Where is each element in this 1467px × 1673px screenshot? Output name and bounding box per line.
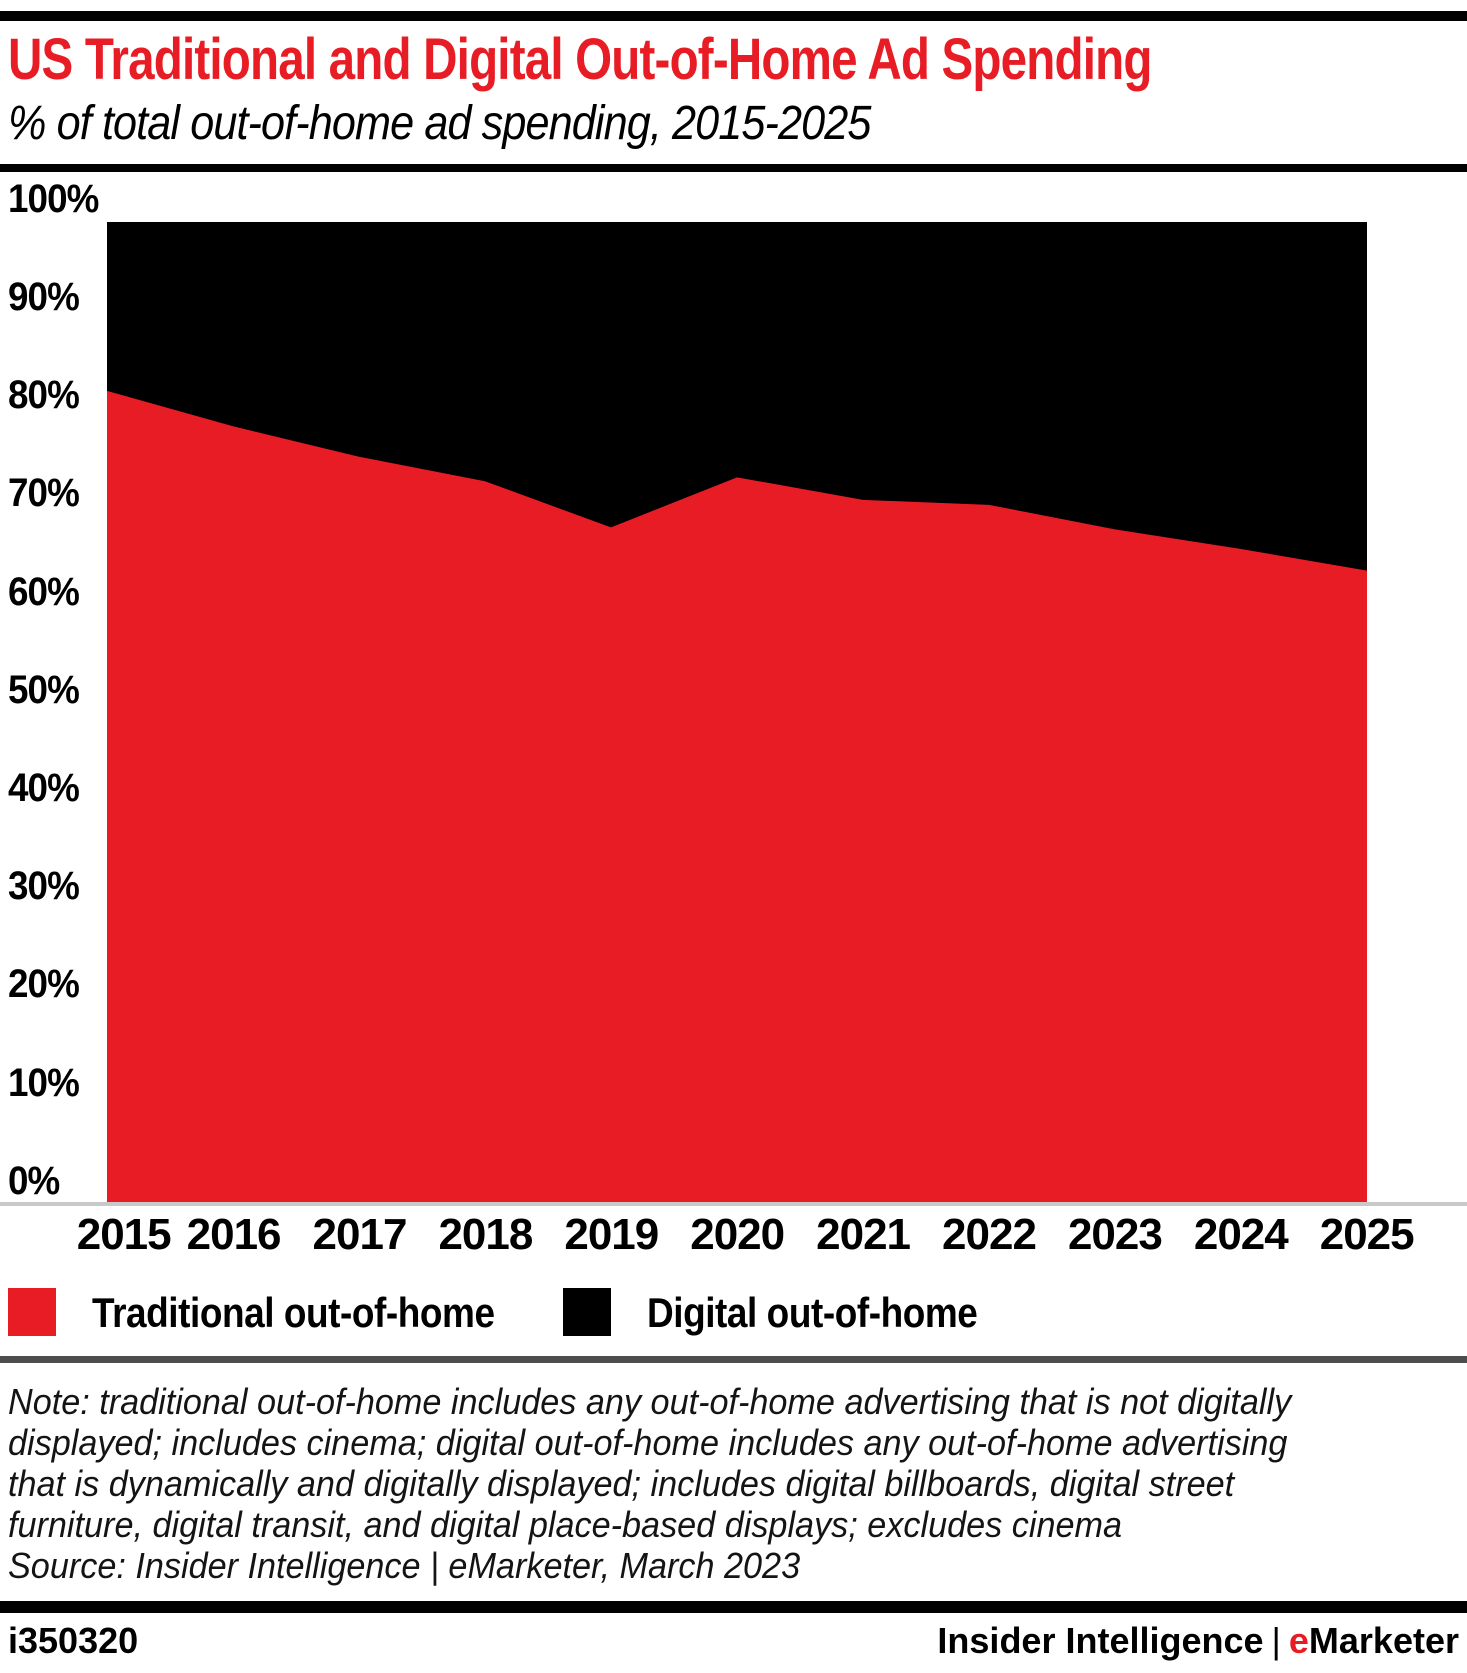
top-rule-bar bbox=[0, 11, 1467, 21]
legend-swatch-traditional bbox=[8, 1288, 56, 1336]
chart-id: i350320 bbox=[8, 1620, 139, 1661]
note-line: Note: traditional out-of-home includes a… bbox=[8, 1381, 1292, 1422]
x-tick-label: 2015 bbox=[76, 1210, 172, 1259]
brand-separator: | bbox=[1271, 1620, 1281, 1661]
legend-label-traditional: Traditional out-of-home bbox=[92, 1289, 495, 1336]
footer-rule-bar bbox=[0, 1601, 1467, 1613]
area-chart-svg bbox=[107, 222, 1367, 1204]
brand-insider-intelligence: Insider Intelligence bbox=[937, 1620, 1264, 1661]
y-tick-label: 50% bbox=[8, 667, 80, 712]
legend-label-digital: Digital out-of-home bbox=[647, 1289, 978, 1336]
brand-emarketer-e: e bbox=[1288, 1620, 1309, 1661]
x-tick-label: 2023 bbox=[1067, 1210, 1163, 1259]
note-line: that is dynamically and digitally displa… bbox=[8, 1463, 1235, 1504]
note-line: displayed; includes cinema; digital out-… bbox=[8, 1422, 1288, 1463]
title-divider bbox=[0, 164, 1467, 172]
x-tick-label: 2021 bbox=[816, 1210, 911, 1259]
legend-swatch-digital bbox=[563, 1288, 611, 1336]
x-axis-line bbox=[0, 1202, 1467, 1206]
y-tick-label: 40% bbox=[8, 766, 80, 811]
traditional-area-series bbox=[107, 390, 1367, 1204]
page-title: US Traditional and Digital Out-of-Home A… bbox=[8, 27, 1152, 92]
footnote-block: Note: traditional out-of-home includes a… bbox=[8, 1381, 1467, 1586]
x-tick-label: 2022 bbox=[942, 1210, 1037, 1259]
source-line: Source: Insider Intelligence | eMarketer… bbox=[8, 1545, 801, 1586]
stacked-area-plot bbox=[107, 222, 1367, 1204]
y-tick-label: 80% bbox=[8, 373, 80, 418]
y-tick-label: 100% bbox=[8, 176, 99, 221]
x-tick-label: 2018 bbox=[438, 1210, 533, 1259]
legend-divider bbox=[0, 1356, 1467, 1363]
x-tick-label: 2025 bbox=[1319, 1210, 1415, 1259]
y-tick-label: 60% bbox=[8, 569, 80, 614]
page-subtitle: % of total out-of-home ad spending, 2015… bbox=[8, 97, 871, 150]
x-tick-label: 2019 bbox=[564, 1210, 659, 1259]
y-tick-label: 0% bbox=[8, 1158, 60, 1203]
x-tick-label: 2016 bbox=[186, 1210, 282, 1259]
x-tick-label: 2017 bbox=[312, 1210, 408, 1259]
note-line: furniture, digital transit, and digital … bbox=[8, 1504, 1123, 1545]
y-tick-label: 90% bbox=[8, 274, 80, 319]
brand-emarketer-rest: Marketer bbox=[1308, 1620, 1459, 1661]
y-tick-label: 20% bbox=[8, 962, 80, 1007]
y-tick-label: 30% bbox=[8, 864, 80, 909]
y-tick-label: 10% bbox=[8, 1060, 80, 1105]
x-tick-label: 2020 bbox=[690, 1210, 785, 1259]
x-tick-label: 2024 bbox=[1193, 1210, 1289, 1259]
y-tick-label: 70% bbox=[8, 471, 80, 516]
brand-lockup: Insider Intelligence | eMarketer bbox=[937, 1620, 1459, 1662]
